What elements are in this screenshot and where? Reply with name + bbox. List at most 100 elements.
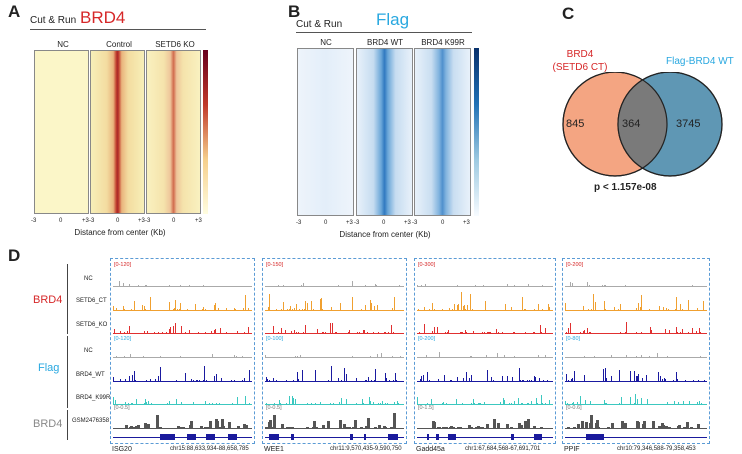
signal-peak <box>124 356 125 357</box>
panel-b-letter: B <box>288 2 301 21</box>
venn-pvalue: p < 1.157e-08 <box>594 182 657 193</box>
signal-peak <box>176 403 177 404</box>
signal-peak <box>465 309 466 310</box>
signal-peak <box>699 401 700 404</box>
gene-exon <box>534 434 542 440</box>
signal-peak <box>584 375 585 381</box>
signal-peak <box>674 401 675 404</box>
gene-name-isg20: ISG20 <box>112 446 132 453</box>
group-bar-flag <box>67 336 68 408</box>
signal-peak <box>603 369 604 381</box>
signal-peak <box>442 403 443 404</box>
signal-peak <box>400 356 401 357</box>
track-label-brd4-k99r: BRD4_K99R <box>76 395 111 401</box>
signal-peak <box>293 380 294 381</box>
signal-peak <box>221 378 222 381</box>
gene-exon <box>187 434 196 440</box>
signal-peak <box>634 403 635 404</box>
signal-peak <box>175 300 176 310</box>
signal-peak <box>489 332 490 333</box>
signal-peak <box>293 398 294 404</box>
signal-peak <box>144 423 147 428</box>
signal-peak <box>525 309 526 310</box>
signal-peak <box>657 353 658 357</box>
gene-name-wee1: WEE1 <box>264 446 284 453</box>
signal-peak <box>214 305 215 310</box>
panel-b-heatmap-label-1: NC <box>320 38 332 47</box>
signal-peak <box>323 332 324 333</box>
signal-peak <box>547 380 548 381</box>
signal-peak <box>283 302 284 310</box>
signal-peak <box>204 366 205 381</box>
group-label-brd4: BRD4 <box>33 294 63 306</box>
signal-peak <box>503 398 504 404</box>
signal-peak <box>618 309 619 310</box>
signal-peak <box>611 423 614 428</box>
track-baseline <box>113 404 252 405</box>
signal-peak <box>274 403 275 404</box>
track-baseline <box>417 381 553 382</box>
signal-peak <box>205 332 206 333</box>
signal-peak <box>450 380 451 381</box>
panel-a-tick: 0 <box>116 218 120 224</box>
panel-b-xlabel: Distance from center (Kb) <box>339 230 431 239</box>
signal-peak <box>548 304 549 310</box>
signal-peak <box>209 403 210 404</box>
signal-peak <box>116 308 117 310</box>
signal-peak <box>177 309 178 310</box>
signal-peak <box>212 354 213 357</box>
signal-peak <box>147 424 150 428</box>
signal-peak <box>177 426 180 428</box>
signal-peak <box>115 403 116 404</box>
signal-peak <box>606 378 607 381</box>
signal-peak <box>376 285 377 286</box>
signal-peak <box>537 403 538 404</box>
panel-b-method: Cut & Run <box>296 19 343 30</box>
signal-peak <box>545 329 546 333</box>
signal-peak <box>625 285 626 286</box>
signal-peak <box>176 380 177 381</box>
signal-peak <box>138 285 139 286</box>
signal-peak <box>588 309 589 310</box>
signal-peak <box>335 332 336 333</box>
signal-peak <box>332 323 333 333</box>
signal-peak <box>169 285 170 286</box>
signal-peak <box>385 403 386 404</box>
signal-peak <box>449 427 452 428</box>
signal-peak <box>420 379 421 381</box>
signal-peak <box>475 427 478 428</box>
signal-peak <box>434 309 435 310</box>
signal-peak <box>589 423 592 428</box>
signal-peak <box>363 403 364 404</box>
signal-peak <box>457 305 458 310</box>
signal-peak <box>344 368 345 381</box>
panel-b-heatmap-label-3: BRD4 K99R <box>421 38 465 47</box>
signal-peak <box>683 401 684 404</box>
signal-peak <box>378 425 381 428</box>
signal-peak <box>305 301 306 310</box>
signal-peak <box>534 376 535 381</box>
track-baseline <box>417 357 553 358</box>
panel-a-xlabel: Distance from center (Kb) <box>74 228 166 237</box>
signal-peak <box>619 403 620 404</box>
panel-a-target: BRD4 <box>80 8 126 27</box>
gene-name-gadd45a: Gadd45a <box>416 446 445 453</box>
signal-peak <box>189 285 190 286</box>
signal-peak <box>265 427 268 428</box>
signal-peak <box>688 332 689 333</box>
signal-peak <box>659 306 660 310</box>
signal-peak <box>524 309 525 310</box>
signal-peak <box>535 377 536 381</box>
signal-peak <box>529 380 530 381</box>
signal-peak <box>663 307 664 310</box>
signal-peak <box>468 425 471 428</box>
signal-peak <box>571 379 572 381</box>
signal-peak <box>133 427 136 428</box>
panel-c-letter: C <box>562 4 575 23</box>
track-baseline <box>113 381 252 382</box>
signal-peak <box>114 329 115 333</box>
signal-peak <box>511 403 512 404</box>
signal-peak <box>522 380 523 381</box>
signal-peak <box>514 356 515 357</box>
signal-peak <box>605 285 606 286</box>
